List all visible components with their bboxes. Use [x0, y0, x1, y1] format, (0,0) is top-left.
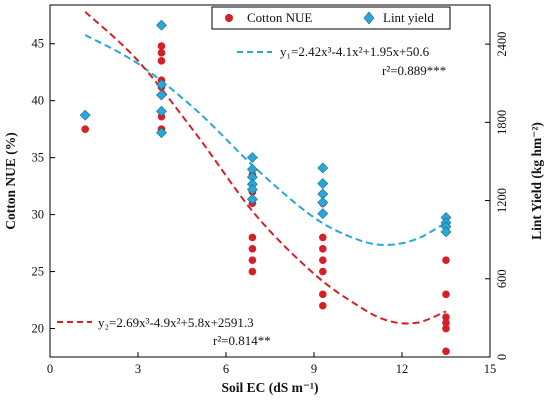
- point-cotton-nue: [157, 42, 166, 50]
- point-cotton-nue: [157, 49, 166, 57]
- legend-marker-cotton-nue: [225, 14, 233, 22]
- legend-label-lint-yield: Lint yield: [383, 10, 434, 25]
- point-cotton-nue: [248, 244, 257, 253]
- point-lint-yield: [440, 226, 452, 238]
- point-lint-yield: [246, 152, 258, 163]
- point-cotton-nue: [442, 347, 450, 356]
- ticks: 0 3 6 9 12 15 20 25 30 35 40 45 0 600 1200 1800 2400: [32, 32, 510, 376]
- legend-label-cotton-nue: Cotton NUE: [247, 10, 312, 25]
- legend: Cotton NUE Lint yield: [211, 6, 451, 30]
- left-y-tick-label: 40: [32, 94, 45, 108]
- point-cotton-nue: [319, 267, 327, 276]
- point-cotton-nue: [319, 290, 327, 299]
- right-y-tick-label: 1200: [495, 188, 509, 213]
- fit-curves: [84, 11, 447, 325]
- data-points: [79, 19, 452, 356]
- point-cotton-nue: [248, 256, 257, 264]
- legend-marker-lint-yield: [363, 11, 375, 25]
- point-lint-yield: [156, 105, 167, 117]
- left-y-tick-label: 35: [32, 151, 45, 165]
- point-cotton-nue: [319, 256, 327, 264]
- plot-frame: [49, 4, 491, 358]
- eq2-r2: r²=0.814**: [213, 333, 271, 348]
- eq1-r2: r²=0.889***: [382, 63, 446, 78]
- point-cotton-nue: [442, 324, 450, 333]
- right-y-tick-label: 2400: [495, 32, 509, 57]
- x-axis-title: Soil EC (dS m⁻¹): [221, 380, 318, 395]
- point-cotton-nue: [442, 290, 450, 299]
- eq2-label: y₂=2.69x³-4.9x²+5.8x+2591.3: [98, 315, 254, 330]
- right-axis-title: Lint Yield (kg hm⁻²): [529, 122, 544, 240]
- point-cotton-nue: [81, 125, 89, 133]
- eq1-label: y₁=2.42x³-4.1x²+1.95x+50.6: [280, 44, 430, 59]
- x-tick-label: 0: [47, 362, 53, 376]
- point-lint-yield: [317, 178, 329, 190]
- point-lint-yield: [79, 109, 91, 121]
- legend-box: [211, 6, 451, 30]
- point-cotton-nue: [248, 233, 257, 242]
- point-cotton-nue: [248, 267, 257, 276]
- point-lint-yield: [156, 89, 167, 101]
- left-y-tick-label: 30: [32, 208, 45, 222]
- point-cotton-nue: [319, 233, 327, 242]
- point-cotton-nue: [442, 256, 450, 264]
- point-lint-yield: [156, 19, 167, 31]
- left-y-tick-label: 45: [32, 37, 45, 51]
- x-tick-label: 15: [484, 362, 497, 376]
- point-lint-yield: [317, 162, 329, 174]
- left-y-tick-label: 25: [32, 265, 45, 279]
- point-lint-yield: [156, 127, 167, 139]
- left-axis-title: Cotton NUE (%): [3, 132, 18, 230]
- left-y-tick-label: 20: [32, 322, 45, 336]
- point-cotton-nue: [442, 319, 450, 327]
- point-cotton-nue: [319, 301, 327, 310]
- right-y-tick-label: 0: [495, 354, 509, 360]
- x-tick-label: 9: [311, 362, 317, 376]
- x-tick-label: 12: [396, 362, 409, 376]
- x-tick-label: 3: [135, 362, 141, 376]
- point-cotton-nue: [157, 57, 166, 65]
- point-lint-yield: [317, 208, 329, 220]
- right-y-tick-label: 1800: [495, 110, 509, 135]
- point-lint-yield: [317, 197, 329, 208]
- right-y-tick-label: 600: [495, 269, 509, 288]
- fit-curve-1: [84, 34, 447, 246]
- point-lint-yield: [246, 193, 258, 205]
- x-tick-label: 6: [223, 362, 229, 376]
- point-cotton-nue: [442, 313, 450, 321]
- fit-curve-2: [84, 11, 447, 325]
- point-lint-yield: [156, 79, 167, 90]
- point-cotton-nue: [319, 244, 327, 253]
